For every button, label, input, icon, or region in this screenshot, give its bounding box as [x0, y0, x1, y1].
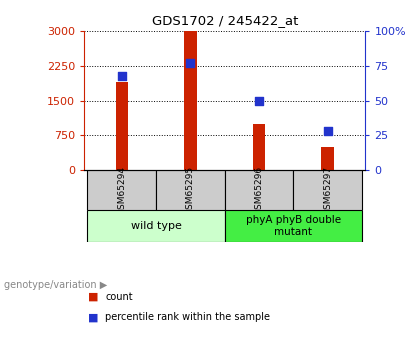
Bar [156, 170, 225, 210]
Text: GSM65295: GSM65295 [186, 166, 195, 215]
Text: wild type: wild type [131, 221, 181, 231]
Text: GSM65294: GSM65294 [117, 166, 126, 215]
Text: ■: ■ [88, 292, 99, 302]
Point [324, 128, 331, 134]
Bar [225, 210, 362, 241]
Text: count: count [105, 292, 133, 302]
Title: GDS1702 / 245422_at: GDS1702 / 245422_at [152, 14, 298, 27]
Bar [293, 170, 362, 210]
Bar [116, 82, 128, 170]
Text: ■: ■ [88, 313, 99, 322]
Point [256, 98, 262, 104]
Point [187, 60, 194, 66]
Bar [253, 124, 265, 170]
Text: GSM65297: GSM65297 [323, 166, 332, 215]
Bar [87, 210, 225, 241]
Text: phyA phyB double
mutant: phyA phyB double mutant [246, 215, 341, 237]
Bar [184, 31, 197, 170]
Bar [225, 170, 293, 210]
Bar [87, 170, 156, 210]
Text: GSM65296: GSM65296 [255, 166, 263, 215]
Bar [321, 147, 334, 170]
Point [118, 73, 125, 78]
Text: percentile rank within the sample: percentile rank within the sample [105, 313, 270, 322]
Text: genotype/variation ▶: genotype/variation ▶ [4, 280, 108, 289]
